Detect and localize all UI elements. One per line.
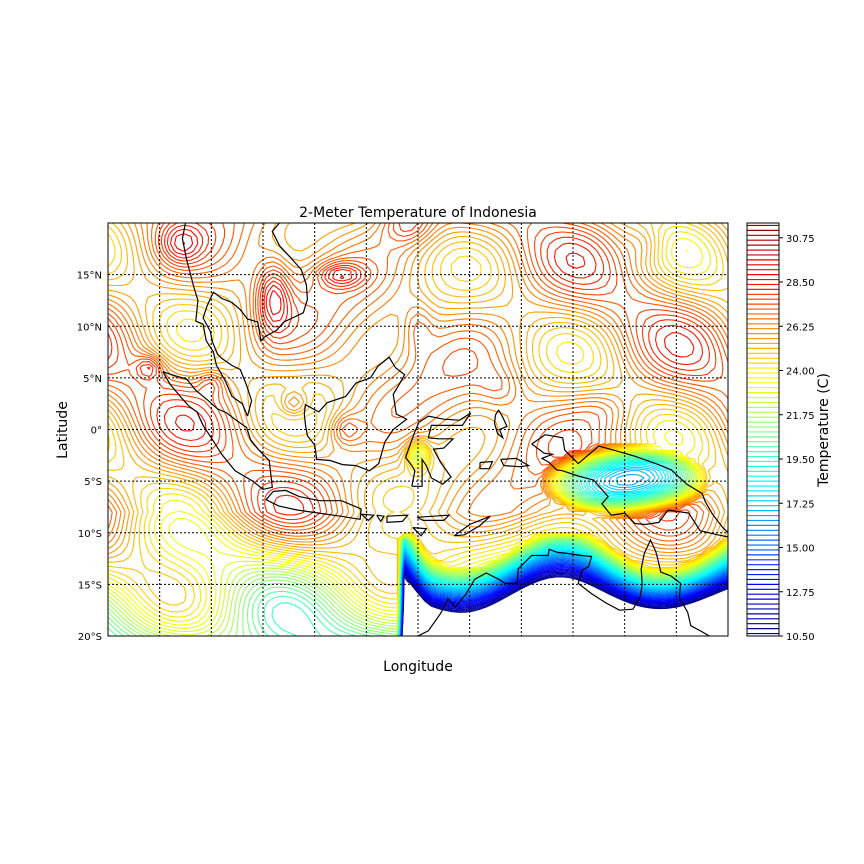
colorbar-tick-label: 17.25 (786, 499, 815, 510)
latitude-tick-label: 0° (91, 426, 102, 437)
contour-level (108, 223, 728, 557)
coastline (265, 489, 362, 520)
contour-level (108, 223, 724, 531)
map-plot: 15°N 10°N 5°N 0° 5°S 10°S 15°S 20°S (77, 222, 729, 643)
coastline (412, 527, 428, 537)
latitude-tick-label: 5°S (84, 477, 102, 488)
latitude-tick-label: 20°S (78, 632, 102, 643)
map-frame (107, 222, 729, 637)
contour-level (108, 231, 728, 618)
coastlines (162, 223, 728, 636)
contour-level (174, 233, 345, 316)
coastline (386, 514, 410, 524)
contour-level (108, 454, 728, 636)
latitude-tick-label: 10°N (77, 322, 102, 333)
graticule (108, 223, 728, 636)
colorbar-tick-label: 26.25 (786, 322, 815, 333)
colorbar-tick-label: 21.75 (786, 411, 815, 422)
contour-level (108, 223, 728, 537)
colorbar-tick-label: 19.50 (786, 455, 815, 466)
colorbar-tick-label: 28.50 (786, 278, 815, 289)
latitude-tick-label: 10°S (78, 529, 102, 540)
y-axis-title: Latitude (55, 401, 71, 459)
colorbar-tick-label: 24.00 (786, 367, 815, 378)
contour-level (146, 224, 704, 516)
contour-level (108, 249, 728, 626)
colorbar-tick-label: 15.00 (786, 544, 815, 555)
coastline (479, 460, 494, 470)
coastline (376, 514, 385, 523)
contour-level (108, 223, 728, 542)
contour-level (108, 223, 711, 521)
contour-level (108, 223, 728, 586)
contour-level (398, 473, 728, 636)
colorbar-tick-label: 10.50 (786, 632, 815, 643)
chart-title: 2-Meter Temperature of Indonesia (299, 205, 537, 221)
coastline (493, 409, 508, 440)
colorbar-tick-label: 30.75 (786, 234, 815, 245)
coastline (500, 457, 531, 468)
coastline (162, 371, 273, 491)
contour-level (108, 453, 728, 636)
temperature-contours (108, 223, 728, 636)
coastline (202, 223, 309, 417)
latitude-tick-label: 15°N (77, 271, 102, 282)
contour-level (108, 223, 728, 606)
contour-level (108, 237, 728, 622)
colorbar-ticks: 10.50 12.75 15.00 17.25 19.50 21.75 24.00 26.25… (779, 234, 815, 643)
latitude-tick-label: 15°S (78, 580, 102, 591)
colorbar-levels (747, 224, 779, 635)
colorbar-frame (746, 222, 780, 637)
latitude-ticks: 15°N 10°N 5°N 0° 5°S 10°S 15°S 20°S (77, 271, 102, 643)
coastline (360, 513, 375, 522)
colorbar: 10.50 12.75 15.00 17.25 19.50 21.75 24.00 26.25… (746, 222, 815, 643)
colorbar-tick-label: 12.75 (786, 588, 815, 599)
contour-level (108, 223, 717, 524)
coastline (531, 434, 728, 538)
coastline (416, 514, 451, 521)
x-axis-title: Longitude (383, 659, 453, 675)
contour-level (108, 452, 728, 636)
coastline (404, 412, 472, 487)
coastline (417, 538, 711, 636)
coastline (303, 356, 408, 472)
latitude-tick-label: 5°N (83, 374, 102, 385)
colorbar-title: Temperature (C) (816, 373, 832, 488)
contour-level (108, 223, 728, 560)
coastline (453, 515, 491, 537)
coastline (181, 223, 249, 417)
contour-level (397, 461, 728, 636)
